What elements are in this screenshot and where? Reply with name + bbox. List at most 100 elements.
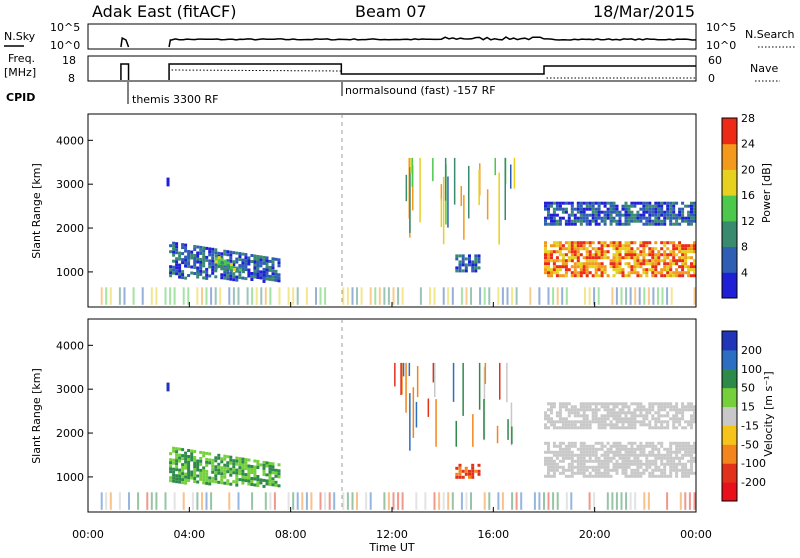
range-gate-cell xyxy=(202,478,206,482)
range-gate-cell xyxy=(175,459,179,463)
range-gate-cell xyxy=(241,267,245,271)
range-gate-cell xyxy=(594,417,598,421)
range-gate-cell xyxy=(555,426,559,430)
range-gate-cell xyxy=(172,461,176,465)
range-gate-cell xyxy=(461,257,465,261)
range-gate-cell xyxy=(636,474,640,478)
range-gate-cell xyxy=(242,270,245,274)
streak-cell xyxy=(401,362,403,395)
range-gate-cell xyxy=(181,276,185,280)
range-gate-cell xyxy=(184,460,188,464)
range-gate-cell xyxy=(561,262,565,266)
range-gate-cell xyxy=(669,471,673,475)
range-gate-cell xyxy=(552,210,556,214)
range-gate-cell xyxy=(672,259,676,263)
range-gate-cell xyxy=(687,268,691,272)
range-gate-cell xyxy=(588,453,592,457)
range-gate-cell xyxy=(588,262,592,266)
range-gate-cell xyxy=(675,468,679,472)
range-gate-cell xyxy=(669,262,673,266)
range-gate-cell xyxy=(672,271,676,275)
range-gate-cell xyxy=(633,216,637,220)
range-gate-cell xyxy=(241,472,245,476)
range-gate-cell xyxy=(582,423,586,427)
range-gate-cell xyxy=(567,423,571,427)
range-gate-cell xyxy=(615,471,619,475)
range-gate-cell xyxy=(657,219,661,223)
ground-scatter-cell xyxy=(556,492,559,510)
range-gate-cell xyxy=(591,274,595,278)
range-gate-cell xyxy=(621,453,625,457)
range-gate-cell xyxy=(678,265,682,269)
range-gate-cell xyxy=(232,275,236,279)
range-gate-cell xyxy=(618,222,622,226)
range-gate-cell xyxy=(573,265,577,269)
range-gate-cell xyxy=(612,207,616,211)
range-gate-cell xyxy=(654,265,658,269)
range-gate-cell xyxy=(550,268,553,272)
range-gate-cell xyxy=(544,459,547,463)
range-gate-cell xyxy=(594,274,598,278)
range-gate-cell xyxy=(654,420,658,424)
range-gate-cell xyxy=(558,459,562,463)
streak-cell xyxy=(455,420,457,447)
range-gate-cell xyxy=(253,269,257,273)
range-gate-cell xyxy=(223,475,227,479)
range-gate-cell xyxy=(639,450,643,454)
range-gate-cell xyxy=(235,462,239,466)
range-gate-cell xyxy=(690,250,693,254)
streak-cell xyxy=(412,387,415,438)
range-gate-cell xyxy=(477,254,481,258)
range-gate-cell xyxy=(544,414,547,418)
range-gate-cell xyxy=(681,244,685,248)
range-gate-cell xyxy=(681,201,685,205)
range-gate-cell xyxy=(561,259,565,263)
range-gate-cell xyxy=(564,207,568,211)
range-gate-cell xyxy=(471,463,475,467)
range-gate-cell xyxy=(612,405,616,409)
range-gate-cell xyxy=(561,420,565,424)
range-gate-cell xyxy=(211,470,215,474)
colorbar-tick: 28 xyxy=(741,112,755,125)
range-gate-cell xyxy=(627,441,631,445)
range-gate-cell xyxy=(600,210,604,214)
ground-scatter-cell xyxy=(433,492,436,510)
range-gate-cell xyxy=(633,256,637,260)
range-gate-cell xyxy=(675,201,679,205)
range-gate-cell xyxy=(271,468,275,472)
range-gate-cell xyxy=(654,259,658,263)
range-gate-cell xyxy=(579,222,583,226)
range-gate-cell xyxy=(690,268,693,272)
ground-scatter-cell xyxy=(255,287,258,305)
range-gate-cell xyxy=(579,444,583,448)
range-gate-cell xyxy=(464,263,468,267)
range-gate-cell xyxy=(561,216,565,220)
range-gate-cell xyxy=(594,271,598,275)
streak-cell xyxy=(496,425,499,444)
range-gate-cell xyxy=(567,259,571,263)
range-gate-cell xyxy=(561,450,565,454)
range-gate-cell xyxy=(636,253,640,257)
range-gate-cell xyxy=(256,270,260,273)
range-gate-cell xyxy=(693,268,696,272)
range-gate-cell xyxy=(684,444,688,448)
range-gate-cell xyxy=(660,259,664,263)
range-gate-cell xyxy=(645,459,649,463)
range-gate-cell xyxy=(570,465,574,469)
range-gate-cell xyxy=(558,408,562,412)
ground-scatter-cell xyxy=(501,287,504,305)
range-gate-cell xyxy=(666,402,670,406)
range-gate-cell xyxy=(693,471,696,475)
range-gate-cell xyxy=(588,259,592,263)
range-gate-cell xyxy=(636,468,640,472)
range-gate-cell xyxy=(550,219,553,223)
range-gate-cell xyxy=(681,210,685,214)
ground-scatter-cell xyxy=(552,492,555,510)
range-gate-cell xyxy=(612,441,616,445)
range-gate-cell xyxy=(627,244,631,248)
range-gate-cell xyxy=(588,408,592,412)
range-gate-cell xyxy=(663,210,667,214)
range-gate-cell xyxy=(666,420,670,424)
range-gate-cell xyxy=(627,274,631,278)
range-gate-cell xyxy=(633,447,637,451)
